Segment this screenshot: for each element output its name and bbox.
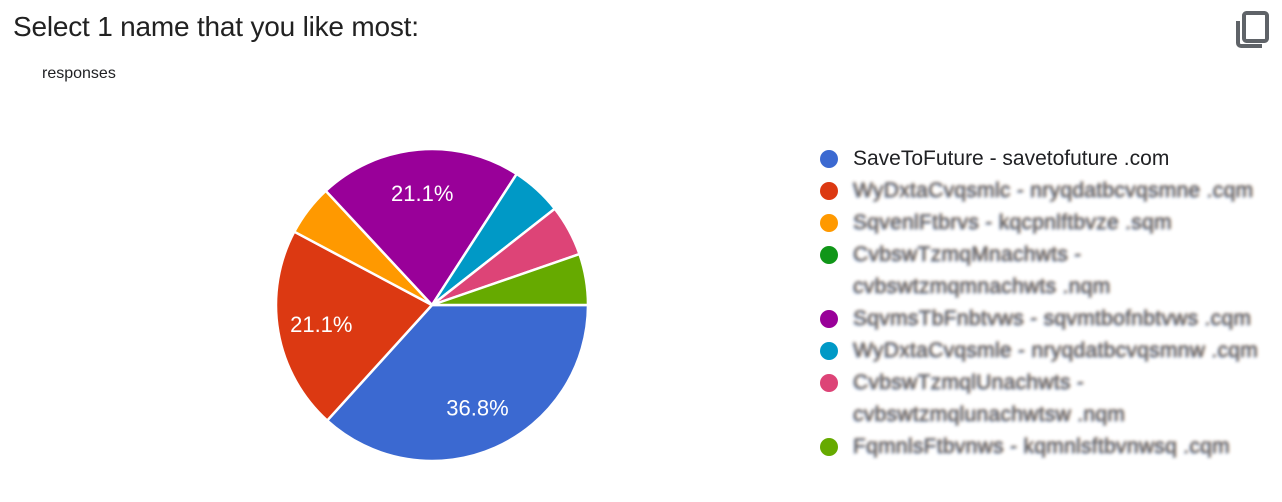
legend-swatch <box>820 150 838 168</box>
slice-percent-label: 21.1% <box>290 312 352 337</box>
legend-swatch <box>820 310 838 328</box>
legend-swatch <box>820 214 838 232</box>
legend-item: SqvenlFtbrvs - kqcpnlftbvze .sqm <box>820 207 1260 239</box>
slice-percent-label: 36.8% <box>446 395 508 420</box>
legend-label-redacted: WyDxtaCvqsmlc - nryqdatbcvqsmne .cqm <box>853 179 1254 202</box>
legend-item: CvbswTzmqMnachwts - cvbswtzmqmnachwts .nq… <box>820 239 1260 303</box>
pie-slice[interactable] <box>430 252 590 307</box>
legend-swatch <box>820 374 838 392</box>
legend-item: WyDxtaCvqsmlc - nryqdatbcvqsmne .cqm <box>820 175 1260 207</box>
pie-slice[interactable] <box>325 303 590 463</box>
copy-icon <box>1236 11 1269 48</box>
legend-swatch <box>820 246 838 264</box>
pie-slice[interactable] <box>324 147 518 307</box>
legend-label-redacted: cvbswtzmqlunachwtsw .nqm <box>853 403 1126 426</box>
legend-swatch <box>820 182 838 200</box>
copy-chart-button[interactable] <box>1226 4 1276 58</box>
legend-label-redacted: CvbswTzmqlUnachwts - <box>853 371 1085 394</box>
legend-label-redacted: WyDxtaCvqsmle - nryqdatbcvqsmnw .cqm <box>853 339 1259 362</box>
legend-item: SqvmsTbFnbtvws - sqvmtbofnbtvws .cqm <box>820 303 1260 335</box>
legend-label-redacted: SqvenlFtbrvs - kqcpnlftbvze .sqm <box>853 211 1172 234</box>
legend-item: SaveToFuture - savetofuture .com <box>820 143 1260 175</box>
pie-chart[interactable]: 36.8% 21.1% 21.1% <box>274 147 590 463</box>
legend-swatch <box>820 438 838 456</box>
slice-percent-label: 21.1% <box>391 181 453 206</box>
question-title: Select 1 name that you like most: <box>13 11 419 42</box>
legend-item: CvbswTzmqlUnachwts - cvbswtzmqlunachwtsw … <box>820 367 1260 431</box>
legend-item: WyDxtaCvqsmle - nryqdatbcvqsmnw .cqm <box>820 335 1260 367</box>
legend-label: SaveToFuture - savetofuture .com <box>853 147 1170 170</box>
legend-item: FqmnlsFtbvnws - kqmnlsftbvnwsq .cqm <box>820 431 1260 463</box>
legend-label-redacted: cvbswtzmqmnachwts .nqm <box>853 275 1111 298</box>
legend-label-redacted: SqvmsTbFnbtvws - sqvmtbofnbtvws .cqm <box>853 307 1252 330</box>
legend-label-redacted: FqmnlsFtbvnws - kqmnlsftbvnwsq .cqm <box>853 435 1230 458</box>
responses-count-label: responses <box>42 65 116 82</box>
legend: SaveToFuture - savetofuture .com WyDxtaCv… <box>820 143 1260 463</box>
legend-swatch <box>820 342 838 360</box>
legend-label-redacted: CvbswTzmqMnachwts - <box>853 243 1082 266</box>
pie-slice[interactable] <box>274 230 434 422</box>
